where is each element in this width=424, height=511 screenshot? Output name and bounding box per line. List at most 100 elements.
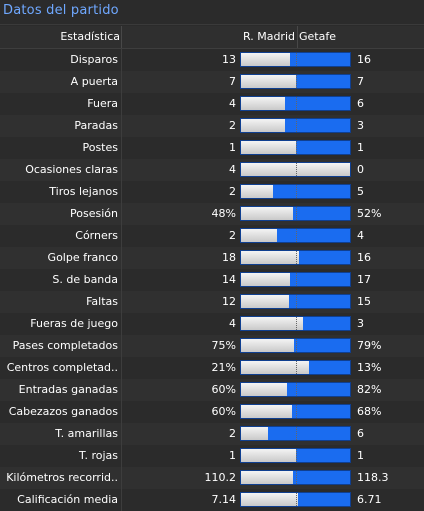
stat-row: Paradas 2 3 — [0, 115, 424, 137]
stat-row: Postes 1 1 — [0, 137, 424, 159]
away-value: 17 — [357, 273, 371, 286]
home-value: 110.2 — [204, 471, 237, 484]
column-header-home-team[interactable]: R. Madrid — [242, 30, 295, 43]
stat-row: Ocasiones claras 4 0 — [0, 159, 424, 181]
stat-row: A puerta 7 7 — [0, 71, 424, 93]
stat-row: Kilómetros recorrid.. 110.2 118.3 — [0, 467, 424, 489]
stat-row: Tiros lejanos 2 5 — [0, 181, 424, 203]
comparison-bar — [240, 52, 351, 67]
stat-label: S. de banda — [52, 273, 118, 286]
home-share-fill — [241, 163, 350, 176]
bar-midpoint-marker — [296, 427, 297, 440]
comparison-bar — [240, 382, 351, 397]
title-divider — [0, 24, 424, 25]
stat-label: Paradas — [74, 119, 118, 132]
column-divider — [121, 379, 122, 401]
stat-row: Calificación media 7.14 6.71 — [0, 489, 424, 511]
away-value: 16 — [357, 53, 371, 66]
away-value: 4 — [357, 229, 364, 242]
column-divider — [121, 357, 122, 379]
home-value: 2 — [229, 185, 236, 198]
home-share-fill — [241, 295, 289, 308]
away-value: 0 — [357, 163, 364, 176]
bar-midpoint-marker — [296, 141, 297, 154]
stat-row: S. de banda 14 17 — [0, 269, 424, 291]
comparison-bar — [240, 228, 351, 243]
stat-label: Faltas — [86, 295, 118, 308]
home-share-fill — [241, 141, 296, 154]
comparison-bar — [240, 118, 351, 133]
column-header-away-team[interactable]: Getafe — [299, 30, 336, 43]
away-value: 1 — [357, 449, 364, 462]
column-divider — [121, 313, 122, 335]
stat-label: Tiros lejanos — [49, 185, 118, 198]
home-share-fill — [241, 185, 273, 198]
bar-midpoint-marker — [296, 295, 297, 308]
comparison-bar — [240, 96, 351, 111]
bar-midpoint-marker — [296, 471, 297, 484]
home-value: 1 — [229, 449, 236, 462]
column-divider — [121, 225, 122, 247]
comparison-bar — [240, 470, 351, 485]
stat-label: Postes — [82, 141, 118, 154]
home-value: 1 — [229, 141, 236, 154]
bar-midpoint-marker — [296, 493, 297, 506]
comparison-bar — [240, 426, 351, 441]
home-share-fill — [241, 471, 293, 484]
stat-label: Kilómetros recorrid.. — [6, 471, 118, 484]
bar-midpoint-marker — [296, 53, 297, 66]
away-value: 82% — [357, 383, 382, 396]
comparison-bar — [240, 162, 351, 177]
column-divider — [121, 49, 122, 71]
stat-row: Pases completados 75% 79% — [0, 335, 424, 357]
home-share-fill — [241, 229, 277, 242]
column-header-statistic[interactable]: Estadística — [60, 30, 120, 43]
stats-table-header: Estadística R. Madrid Getafe — [0, 26, 424, 49]
stat-label: Ocasiones claras — [25, 163, 118, 176]
away-value: 16 — [357, 251, 371, 264]
column-divider — [121, 423, 122, 445]
home-value: 13 — [222, 53, 236, 66]
column-divider — [121, 401, 122, 423]
home-share-fill — [241, 75, 296, 88]
panel-title: Datos del partido — [3, 3, 119, 18]
bar-midpoint-marker — [296, 449, 297, 462]
stat-label: Golpe franco — [47, 251, 118, 264]
column-divider — [121, 71, 122, 93]
home-share-fill — [241, 97, 285, 110]
home-share-fill — [241, 427, 268, 440]
home-value: 75% — [211, 339, 236, 352]
comparison-bar — [240, 492, 351, 507]
stat-label: Calificación media — [17, 493, 118, 506]
away-value: 79% — [357, 339, 382, 352]
stat-row: Fuera 4 6 — [0, 93, 424, 115]
column-divider — [121, 269, 122, 291]
stat-label: Fueras de juego — [30, 317, 118, 330]
comparison-bar — [240, 404, 351, 419]
bar-midpoint-marker — [296, 75, 297, 88]
stat-row: T. amarillas 2 6 — [0, 423, 424, 445]
home-share-fill — [241, 339, 294, 352]
home-share-fill — [241, 317, 303, 330]
stat-row: Fueras de juego 4 3 — [0, 313, 424, 335]
column-divider — [121, 93, 122, 115]
stat-label: Centros completad.. — [6, 361, 118, 374]
bar-midpoint-marker — [296, 383, 297, 396]
bar-midpoint-marker — [296, 361, 297, 374]
comparison-bar — [240, 206, 351, 221]
bar-midpoint-marker — [296, 185, 297, 198]
home-value: 7.14 — [211, 493, 237, 506]
home-value: 4 — [229, 163, 236, 176]
away-value: 68% — [357, 405, 382, 418]
bar-midpoint-marker — [296, 207, 297, 220]
bar-midpoint-marker — [296, 339, 297, 352]
home-value: 60% — [211, 405, 236, 418]
column-divider — [121, 467, 122, 489]
comparison-bar — [240, 140, 351, 155]
away-value: 6 — [357, 427, 364, 440]
home-share-fill — [241, 361, 309, 374]
home-share-fill — [241, 273, 290, 286]
away-value: 1 — [357, 141, 364, 154]
stat-row: Centros completad.. 21% 13% — [0, 357, 424, 379]
comparison-bar — [240, 74, 351, 89]
